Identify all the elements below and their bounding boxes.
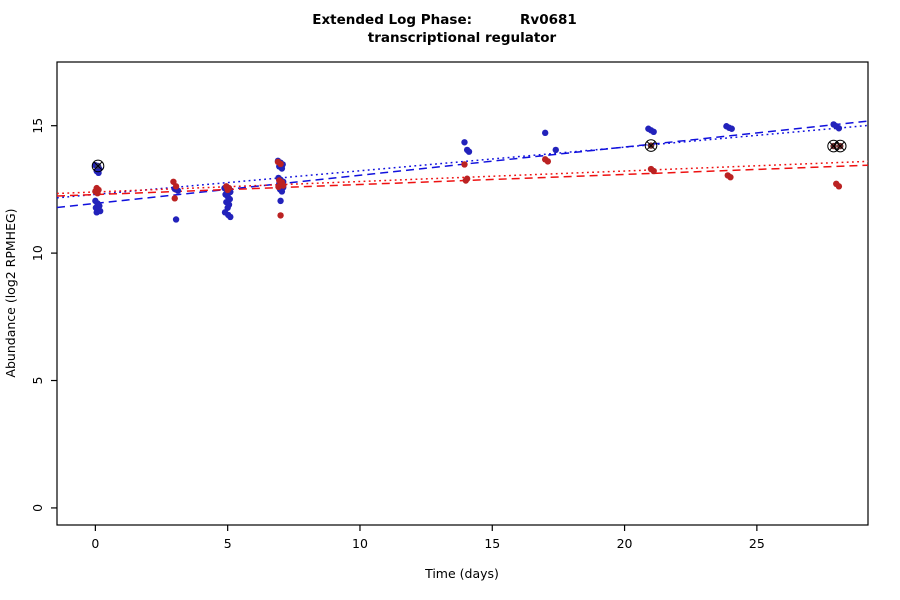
blue-condition-point	[552, 146, 559, 154]
highlight-ring	[644, 139, 658, 152]
red-condition-point	[544, 158, 552, 165]
blue-condition-point	[461, 139, 468, 146]
blue-condition-point	[835, 125, 843, 132]
plot-title-prefix: Extended Log Phase:	[312, 12, 472, 28]
red-dashed-fit-line	[56, 164, 869, 197]
highlight-cross-b	[835, 141, 845, 151]
plot-box	[56, 61, 869, 526]
plot-title-gene: Rv0681	[520, 12, 577, 28]
red-condition-point	[224, 186, 231, 194]
highlight-cross-b	[829, 141, 839, 151]
highlighted-point	[833, 139, 847, 153]
red-condition-point	[461, 161, 468, 168]
red-condition-point	[462, 177, 470, 184]
red-condition-point	[275, 183, 282, 191]
red-condition-point	[94, 190, 101, 197]
blue-dotted-fit-line	[56, 124, 869, 199]
blue-condition-point	[541, 129, 549, 137]
y-axis-title: Abundance (log2 RPMHEG)	[3, 208, 18, 377]
blue-condition-point	[728, 125, 735, 132]
data-points-layer	[92, 121, 843, 223]
y-tick-label: 15	[30, 118, 45, 134]
x-tick-label: 5	[224, 536, 232, 551]
y-tick-label: 5	[30, 377, 45, 385]
highlight-cross-b	[93, 161, 103, 171]
red-dotted-fit-line	[56, 160, 869, 195]
blue-condition-point	[172, 216, 180, 223]
blue-condition-point	[277, 197, 284, 205]
red-condition-point	[172, 183, 180, 190]
x-axis-title: Time (days)	[424, 566, 499, 581]
x-tick-label: 25	[749, 536, 765, 551]
red-condition-point	[171, 195, 178, 202]
red-condition-point	[835, 183, 843, 190]
red-condition-point	[277, 160, 284, 168]
x-tick-label: 20	[617, 536, 633, 551]
blue-condition-point	[650, 128, 657, 136]
plot-subtitle: transcriptional regulator	[368, 30, 557, 46]
highlighted-point	[91, 159, 105, 173]
blue-condition-point	[278, 188, 286, 195]
red-condition-point	[650, 167, 657, 175]
blue-condition-point	[465, 148, 473, 155]
x-tick-label: 15	[484, 536, 500, 551]
axis-ticks-layer: 0 5 10 15 20 25 0 5 10 15	[30, 118, 765, 551]
y-tick-label: 0	[30, 504, 45, 512]
x-tick-label: 10	[352, 536, 368, 551]
highlight-ring	[91, 159, 105, 173]
red-condition-point	[277, 212, 284, 219]
highlight-points-layer	[91, 139, 847, 173]
blue-condition-point	[93, 209, 100, 216]
highlight-cross-b	[646, 141, 656, 151]
y-tick-label: 10	[30, 245, 45, 261]
highlight-ring	[833, 139, 847, 153]
highlighted-point	[644, 139, 658, 152]
x-tick-label: 0	[91, 536, 99, 551]
plot-frame-layer	[56, 61, 869, 526]
red-condition-point	[727, 173, 734, 181]
blue-condition-point	[227, 213, 234, 221]
